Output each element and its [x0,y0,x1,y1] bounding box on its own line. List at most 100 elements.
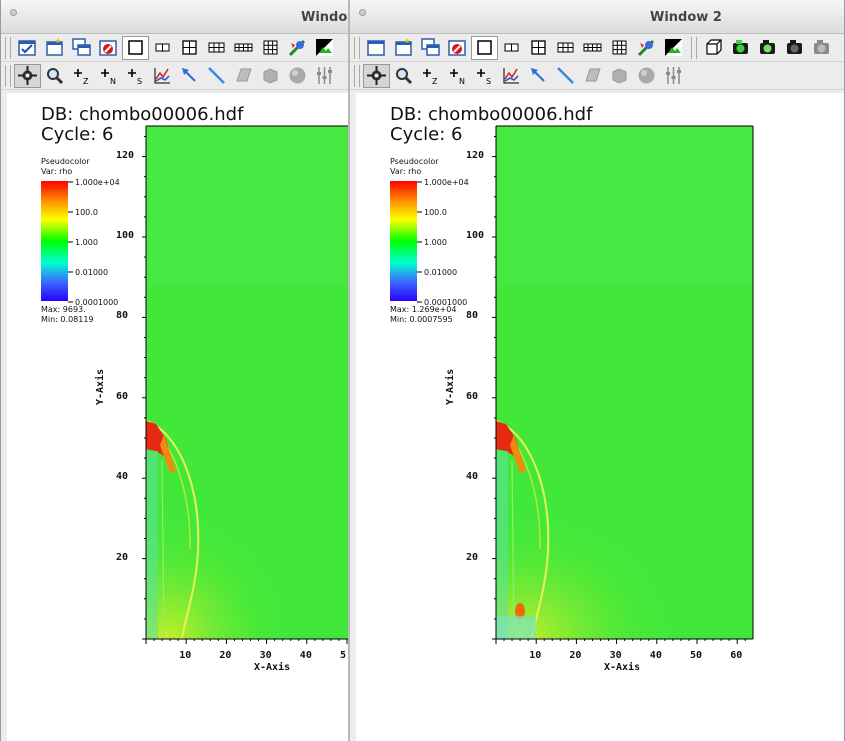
layout-2x3-icon[interactable] [552,36,579,60]
layout-3x3-icon[interactable] [257,36,284,60]
node-pick-icon[interactable]: N [95,64,122,88]
plane-tool-icon[interactable] [579,64,606,88]
legend-label: 100.0 [75,208,98,217]
navigate-icon[interactable] [14,63,41,88]
pick-arrow-icon[interactable] [525,64,552,88]
box-tool-icon[interactable] [606,64,633,88]
window-2-close-icon[interactable] [359,9,366,16]
invert-background-icon[interactable] [660,36,687,60]
active-window-icon[interactable] [14,36,41,60]
layout-2x4-icon[interactable] [579,36,606,60]
legend-label: 1.000 [424,238,447,247]
layout-2x3-icon[interactable] [203,36,230,60]
y-tick-label: 100 [116,230,135,241]
x-axis-title: X-Axis [604,662,641,673]
curve-pick-icon[interactable] [149,64,176,88]
legend-var: Var: rho [41,167,73,176]
curve-pick-icon[interactable] [498,64,525,88]
shock-front [495,420,550,640]
lock-time-icon[interactable] [754,36,781,60]
line-out-icon[interactable] [552,64,579,88]
clone-window-icon[interactable] [68,36,95,60]
window-2-toolbar-tools: Z N S [350,62,844,90]
line-out-icon[interactable] [203,64,230,88]
spin-mode-icon[interactable] [284,36,311,60]
toolbar-grip[interactable] [354,64,360,87]
window-2[interactable]: Window 2 Z N S DB: chombo0 [348,0,845,741]
layout-3x3-icon[interactable] [606,36,633,60]
toolbar-grip[interactable] [5,36,11,59]
y-tick-label: 40 [116,471,129,483]
camera-icon[interactable] [781,36,808,60]
lock-view-icon[interactable] [727,36,754,60]
layout-1x1-icon[interactable] [122,35,149,60]
pick-arrow-icon[interactable] [176,64,203,88]
node-pick-icon[interactable]: N [444,64,471,88]
cycle-label: Cycle: 6 [41,124,114,145]
layout-1x1-icon[interactable] [471,35,498,60]
camera-gray-icon[interactable] [808,36,835,60]
legend-max: Max: 1.269e+04 [390,305,457,314]
db-label: DB: chombo00006.hdf [390,104,593,125]
toolbar-grip[interactable] [5,64,11,87]
zone-pick-icon[interactable]: Z [417,64,444,88]
invert-background-icon[interactable] [311,36,338,60]
layout-2x4-icon[interactable] [230,36,257,60]
y-tick-label: 80 [116,310,129,322]
add-window-icon[interactable] [41,36,68,60]
clone-window-icon[interactable] [417,36,444,60]
layout-1x2-icon[interactable] [149,36,176,60]
plane-tool-icon[interactable] [230,64,257,88]
layout-2x2-icon[interactable] [176,36,203,60]
y-tick-label: 20 [116,551,129,563]
window-2-titlebar[interactable]: Window 2 [350,0,844,34]
zoom-icon[interactable] [41,64,68,88]
axis-restrict-icon[interactable] [660,64,687,88]
window-1-titlebar[interactable]: Window [1,0,349,34]
sphere-tool-icon[interactable] [284,64,311,88]
x-tick-label: 40 [299,650,312,661]
delete-window-icon[interactable] [95,36,122,60]
axis-restrict-icon[interactable] [311,64,338,88]
legend-min: Min: 0.0007595 [390,315,453,324]
svg-text:N: N [459,77,465,86]
view-box-icon[interactable] [700,36,727,60]
zoom-icon[interactable] [390,64,417,88]
add-window-icon[interactable] [390,36,417,60]
toolbar-grip[interactable] [354,36,360,59]
svg-text:Z: Z [432,77,438,86]
spin-mode-icon[interactable] [633,36,660,60]
legend-title: Pseudocolor [390,157,439,166]
box-tool-icon[interactable] [257,64,284,88]
window-2-title: Window 2 [650,10,722,25]
x-tick-label: 20 [219,650,232,661]
spreadsheet-pick-icon[interactable]: S [122,64,149,88]
navigate-icon[interactable] [363,63,390,88]
spreadsheet-pick-icon[interactable]: S [471,64,498,88]
delete-window-icon[interactable] [444,36,471,60]
zone-pick-icon[interactable]: Z [68,64,95,88]
pseudocolor-plot[interactable]: 1.000e+04 100.0 1.000 0.01000 0.0001000 [356,93,845,741]
window-1-toolbar-tools: Z N S [1,62,349,90]
x-tick-label: 30 [609,650,622,661]
svg-text:S: S [486,77,491,86]
shock-front [145,420,200,640]
svg-text:S: S [137,77,142,86]
y-tick-label: 20 [466,551,479,563]
sphere-tool-icon[interactable] [633,64,660,88]
y-tick-label: 120 [466,149,485,161]
x-tick-label: 10 [529,650,542,661]
legend-var: Var: rho [390,167,422,176]
legend-label: 0.01000 [424,268,457,277]
pseudocolor-plot[interactable]: 1.000e+04 100.0 1.000 0.01000 0.0001000 [7,93,350,741]
cycle-label: Cycle: 6 [390,124,463,145]
active-window-icon[interactable] [363,36,390,60]
toolbar-grip[interactable] [691,36,697,59]
layout-2x2-icon[interactable] [525,36,552,60]
layout-1x2-icon[interactable] [498,36,525,60]
y-tick-label: 60 [116,390,129,402]
window-1-close-icon[interactable] [10,9,17,16]
